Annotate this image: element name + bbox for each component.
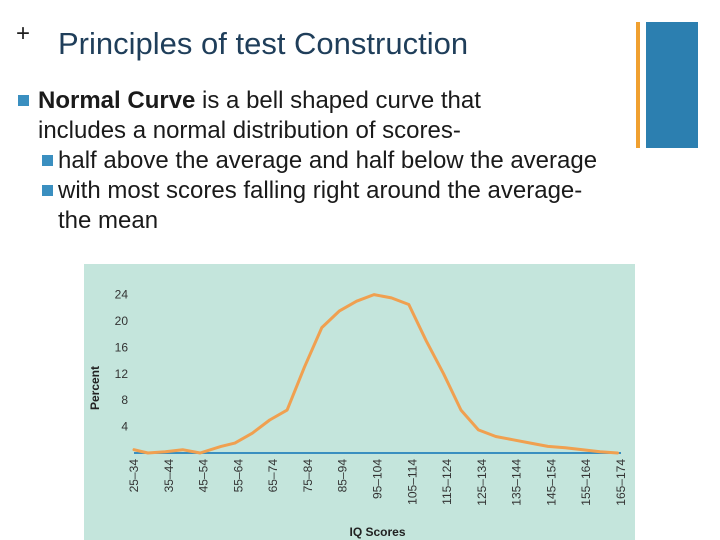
bullet-item: Normal Curve is a bell shaped curve that [0, 86, 720, 116]
x-tick-label: 55–64 [231, 459, 245, 493]
sub-bullet-item: with most scores falling right around th… [0, 176, 720, 206]
bullet-continuation: includes a normal distribution of scores… [38, 117, 461, 144]
y-tick-label: 24 [115, 288, 129, 302]
x-tick-label: 25–34 [127, 459, 141, 493]
series-line [132, 293, 619, 455]
x-tick-label: 35–44 [162, 459, 176, 493]
slide-plus-icon: + [16, 20, 31, 47]
sub-bullet-continuation: the mean [58, 207, 159, 234]
x-tick-label: 85–94 [336, 459, 350, 493]
x-tick-label: 105–114 [405, 459, 419, 505]
y-tick-label: 16 [115, 340, 129, 354]
y-tick-label: 4 [121, 420, 128, 434]
x-tick-label: 145–154 [544, 459, 558, 506]
x-tick-label: 45–54 [197, 459, 211, 493]
iq-distribution-chart: 4 8 12 16 20 24 Percent 25–34 35–44 45–54 55–64 65–… [88, 288, 628, 539]
x-tick-label: 75–84 [301, 459, 315, 493]
x-tick-label: 65–74 [266, 459, 280, 493]
x-tick-label: 95–104 [371, 459, 385, 499]
x-axis-label: IQ Scores [349, 525, 405, 539]
y-tick-label: 12 [115, 367, 129, 381]
y-tick-label: 8 [121, 393, 128, 407]
x-tick-label: 125–134 [475, 459, 489, 506]
x-tick-label: 115–124 [440, 459, 454, 505]
y-tick-label: 20 [115, 314, 129, 328]
x-tick-label: 155–164 [579, 459, 593, 506]
bullet-square-icon [42, 155, 53, 166]
y-axis-label: Percent [88, 366, 102, 410]
sub-bullet-text: half above the average and half below th… [58, 147, 598, 174]
sub-bullet-item: half above the average and half below th… [0, 146, 720, 176]
bullet-term: Normal Curve [38, 87, 196, 114]
bullet-square-icon [18, 95, 29, 106]
x-tick-label: 135–144 [510, 459, 524, 506]
accent-blue-block [646, 22, 698, 148]
x-tick-label: 165–174 [614, 459, 628, 506]
chart-panel: 4 8 12 16 20 24 Percent 25–34 35–44 45–54 55–64 65–… [84, 264, 635, 540]
bullet-square-icon [42, 185, 53, 196]
sub-bullet-text: with most scores falling right around th… [58, 177, 583, 204]
bullet-text: is a bell shaped curve that [195, 87, 481, 114]
accent-thin-bar [636, 22, 640, 148]
page-title: Principles of test Construction [58, 26, 469, 61]
bullet-list: Normal Curve is a bell shaped curve that… [0, 86, 720, 236]
